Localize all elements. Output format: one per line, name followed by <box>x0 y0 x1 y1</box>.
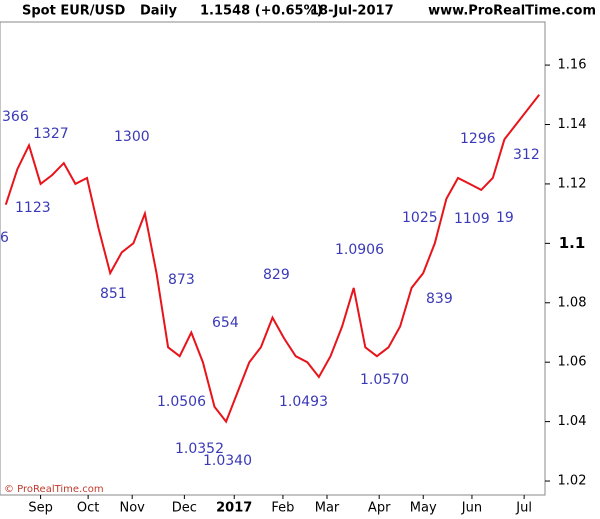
annotation: 851 <box>100 286 127 302</box>
x-tick-label: Mar <box>315 501 340 516</box>
y-tick-label: 1.06 <box>558 355 587 370</box>
annotation: 654 <box>212 315 239 331</box>
annotation: 19 <box>496 210 514 226</box>
date: 18-Jul-2017 <box>310 4 394 19</box>
annotation: 1025 <box>402 210 438 226</box>
annotation: 366 <box>2 109 29 125</box>
x-tick-label: Feb <box>271 501 294 516</box>
annotation: 1.0493 <box>279 394 328 410</box>
x-tick-label: Oct <box>77 501 99 516</box>
annotation: 1327 <box>33 126 69 142</box>
x-tick-label: Nov <box>120 501 146 516</box>
annotation: 1123 <box>15 200 51 216</box>
annotation: 1109 <box>454 211 490 227</box>
x-tick-label: Apr <box>368 501 391 516</box>
y-tick-label: 1.08 <box>558 295 587 310</box>
y-tick-label: 1.16 <box>558 58 587 73</box>
y-tick-label: 1.14 <box>558 117 587 132</box>
y-tick-label: 1.02 <box>558 474 587 489</box>
annotation: 1.0506 <box>157 394 206 410</box>
x-tick-label: 2017 <box>216 501 252 516</box>
annotations: 366 1327 1300 1123 6 851 873 829 1.0906 … <box>0 109 540 469</box>
y-tick-label: 1.1 <box>559 234 586 252</box>
annotation: 839 <box>426 291 453 307</box>
copyright: © ProRealTime.com <box>4 484 104 495</box>
annotation: 829 <box>263 267 290 283</box>
x-tick-label: May <box>410 501 437 516</box>
annotation: 1.0352 <box>175 441 224 457</box>
x-tick-label: Jul <box>515 501 532 516</box>
annotation: 1.0340 <box>203 453 252 469</box>
annotation: 1300 <box>114 129 150 145</box>
price-line <box>4 94 540 424</box>
plot-area <box>0 21 546 496</box>
source: www.ProRealTime.com <box>428 4 596 19</box>
x-tick-label: Dec <box>172 501 197 516</box>
x-tick-label: Jun <box>461 501 482 516</box>
annotation: 1.0570 <box>360 372 409 388</box>
header: Spot EUR/USD Daily 1.1548 (+0.65%) 18-Ju… <box>22 4 596 19</box>
x-tick-label: Sep <box>28 501 53 516</box>
y-tick-label: 1.04 <box>558 414 587 429</box>
annotation: 1296 <box>460 131 496 147</box>
annotation: 312 <box>513 147 540 163</box>
period: Daily <box>140 4 177 19</box>
chart-title: Spot EUR/USD <box>22 4 125 19</box>
y-tick-label: 1.12 <box>558 176 587 191</box>
annotation: 6 <box>0 230 9 246</box>
last-price: 1.1548 (+0.65%) <box>200 4 323 19</box>
annotation: 873 <box>168 272 195 288</box>
annotation: 1.0906 <box>335 242 384 258</box>
